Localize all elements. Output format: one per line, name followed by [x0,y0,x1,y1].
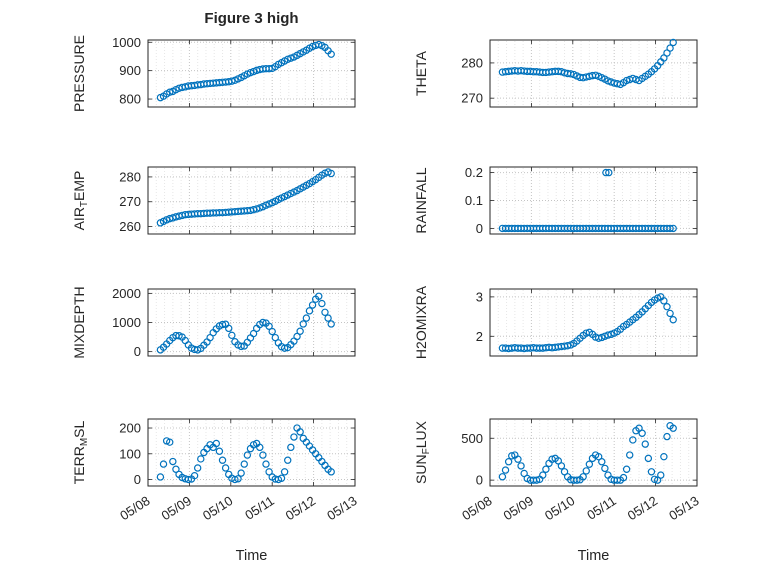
scatter-points [156,424,335,484]
svg-text:1000: 1000 [112,35,141,50]
y-tick-labels: 270 280 [461,55,483,105]
svg-text:2: 2 [476,329,483,344]
svg-text:1000: 1000 [112,315,141,330]
svg-text:0: 0 [476,473,483,488]
x-tick-labels: 05/08 05/09 05/10 05/11 05/12 05/13 [459,493,701,523]
tick-marks [489,289,698,356]
scatter-points [156,292,335,354]
svg-text:900: 900 [119,63,141,78]
scatter-points [498,293,677,353]
svg-text:270: 270 [461,91,483,106]
tick-marks [489,40,698,107]
subplot-airtemp: 260 270 280 AIRTEMP [71,166,356,235]
svg-text:0: 0 [134,344,141,359]
y-axis-label-pressure: PRESSURE [71,35,87,112]
axes-box [489,288,698,357]
y-tick-labels: 800 900 1000 [112,35,141,107]
svg-text:100: 100 [119,446,141,461]
tick-marks [147,419,356,486]
scatter-points [156,40,335,102]
grid-lines [149,41,354,106]
subplot-mixdepth: 0 1000 2000 MIXDEPTH [71,286,356,359]
svg-text:05/11: 05/11 [242,493,277,523]
tick-marks [147,167,356,234]
y-tick-labels: 0 100 200 [119,421,141,488]
svg-text:280: 280 [119,169,141,184]
x-tick-labels: 05/08 05/09 05/10 05/11 05/12 05/13 [117,493,359,523]
tick-marks [489,167,698,234]
svg-text:800: 800 [119,92,141,107]
svg-text:0: 0 [476,221,483,236]
grid-lines [491,41,696,106]
subplot-theta: 270 280 THETA [413,38,698,108]
x-axis-label: Time [578,548,610,564]
subplot-pressure: 800 900 1000 PRESSURE [71,35,356,112]
scatter-points [498,168,677,233]
svg-text:05/10: 05/10 [200,493,235,523]
svg-text:05/08: 05/08 [117,493,152,523]
grid-lines [491,168,696,233]
svg-text:05/09: 05/09 [501,493,536,523]
axes-box [147,166,356,235]
scatter-points [156,168,335,227]
y-axis-label-terrmsl: TERRMSL [71,420,90,484]
axes-box [147,418,356,487]
svg-text:05/13: 05/13 [666,493,701,523]
svg-text:2000: 2000 [112,286,141,301]
subplot-sunflux: 0 500 SUNFLUX 05/08 05/09 05/10 05/11 05/12 05/1… [413,418,702,564]
svg-text:500: 500 [461,431,483,446]
axes-box [489,39,698,108]
svg-text:05/11: 05/11 [584,493,619,523]
svg-text:05/13: 05/13 [324,493,359,523]
y-tick-labels: 260 270 280 [119,169,141,234]
y-tick-labels: 23 [476,289,483,343]
y-tick-labels: 0 1000 2000 [112,286,141,359]
svg-text:05/08: 05/08 [459,493,494,523]
svg-text:260: 260 [119,219,141,234]
svg-text:0.2: 0.2 [465,165,483,180]
axes-box [489,418,698,487]
y-axis-label-theta: THETA [413,50,429,96]
svg-text:270: 270 [119,194,141,209]
svg-text:200: 200 [119,421,141,436]
subplot-rainfall: 0 0.1 0.2 RAINFALL [413,165,698,236]
svg-text:05/12: 05/12 [625,493,660,523]
svg-text:0.1: 0.1 [465,193,483,208]
svg-text:3: 3 [476,289,483,304]
y-axis-label-airtemp: AIRTEMP [71,171,90,231]
y-tick-labels: 0 500 [461,431,483,488]
svg-text:05/12: 05/12 [283,493,318,523]
figure-title: Figure 3 high [204,10,299,27]
y-axis-label-mixdepth: MIXDEPTH [71,286,87,358]
svg-text:280: 280 [461,55,483,70]
svg-text:05/09: 05/09 [159,493,194,523]
y-tick-labels: 0 0.1 0.2 [465,165,483,236]
scatter-points [498,422,677,484]
y-axis-label-rainfall: RAINFALL [413,167,429,233]
tick-marks [147,40,356,107]
svg-text:0: 0 [134,472,141,487]
tick-marks [147,289,356,356]
y-axis-label-sunflux: SUNFLUX [413,420,432,484]
axes-box [147,39,356,108]
scatter-points [498,38,677,89]
x-axis-label: Time [236,548,268,564]
svg-text:05/10: 05/10 [542,493,577,523]
y-axis-label-h2omixra: H2OMIXRA [413,285,429,359]
